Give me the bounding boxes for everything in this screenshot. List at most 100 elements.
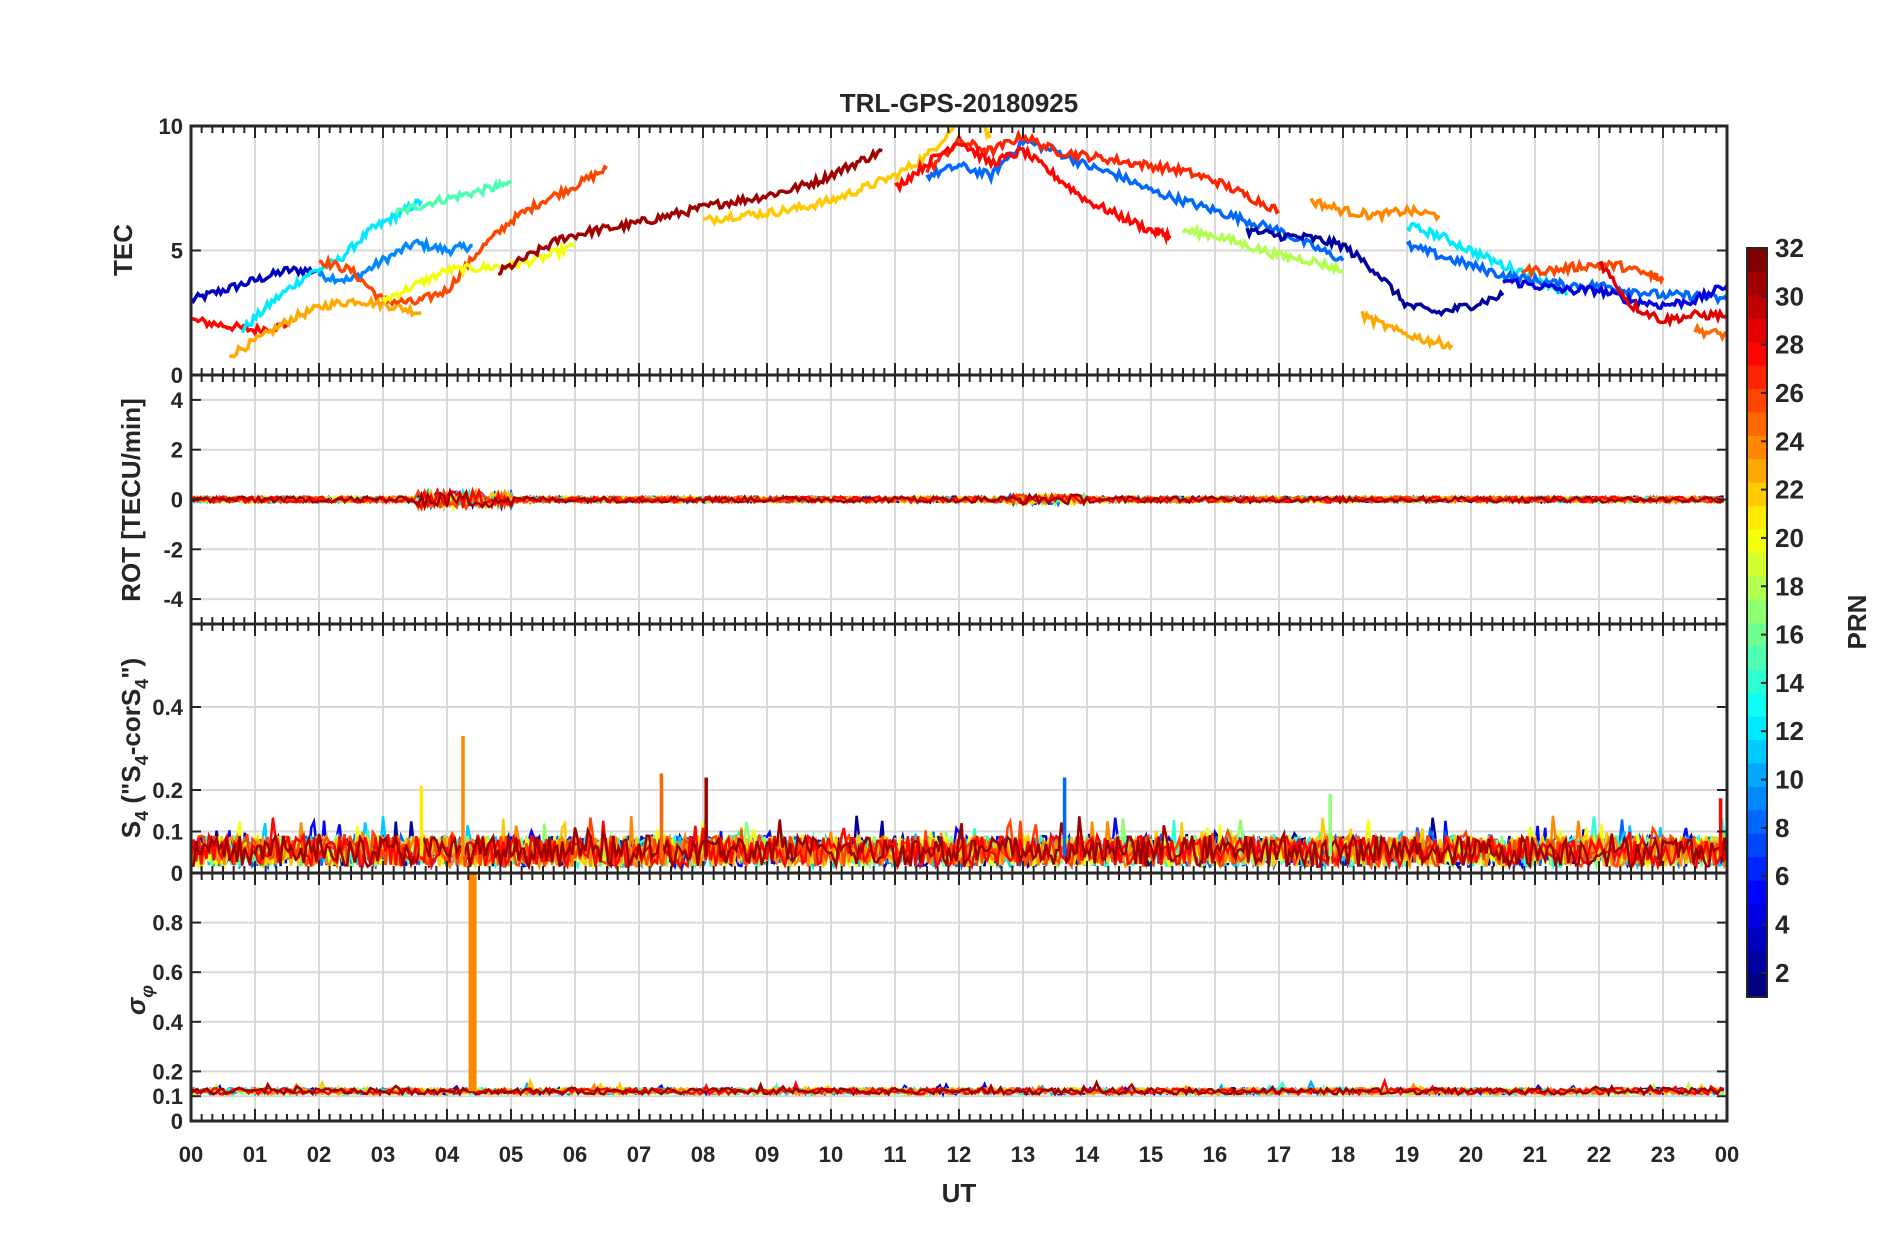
- colorbar-tick-label: 10: [1775, 765, 1804, 795]
- colorbar-tick-label: 16: [1775, 620, 1804, 650]
- tec-line: [240, 198, 423, 334]
- tec-line: [228, 294, 422, 359]
- rot-line: [191, 486, 1725, 512]
- colorbar-band: [1747, 833, 1767, 858]
- y-tick-label: 0.2: [152, 778, 183, 803]
- y-tick-label: 0: [171, 363, 183, 388]
- colorbar-tick-label: 4: [1775, 910, 1790, 940]
- rot-panel: -4 -2 0 2 4 ROT [TECU/min]: [116, 373, 1729, 626]
- colorbar-tick-label: 26: [1775, 378, 1804, 408]
- tec-ylabel: TEC: [108, 224, 138, 276]
- colorbar-tick-label: 32: [1775, 233, 1804, 263]
- s4-ylabel-sub2: 4: [132, 755, 152, 765]
- x-tick-label: 01: [243, 1142, 267, 1167]
- colorbar-label: PRN: [1842, 595, 1872, 650]
- colorbar-frame: [1746, 247, 1768, 998]
- colorbar-band: [1747, 271, 1767, 296]
- colorbar-tick-label: 14: [1775, 668, 1804, 698]
- x-tick-label: 13: [1011, 1142, 1035, 1167]
- rot-series: [191, 486, 1725, 513]
- x-tick-label: 15: [1139, 1142, 1163, 1167]
- colorbar-band: [1747, 950, 1767, 975]
- colorbar-tick-label: 6: [1775, 861, 1789, 891]
- tec-line: [191, 265, 320, 305]
- x-tick-label: 22: [1587, 1142, 1611, 1167]
- x-tick-label: 12: [947, 1142, 971, 1167]
- x-tick-label: 09: [755, 1142, 779, 1167]
- colorbar-tick-label: 22: [1775, 475, 1804, 505]
- colorbar-bands: [1747, 248, 1767, 998]
- x-tick-label: 21: [1523, 1142, 1547, 1167]
- chart-title: TRL-GPS-20180925: [840, 88, 1078, 118]
- colorbar-band: [1747, 575, 1767, 600]
- rot-line: [191, 487, 1725, 512]
- s4-ticks: 0 0.1 0.2 0.4: [152, 624, 1728, 886]
- x-tick-label: 19: [1395, 1142, 1419, 1167]
- colorbar-band: [1747, 599, 1767, 624]
- y-tick-label: 10: [159, 114, 183, 139]
- tec-line: [925, 134, 1345, 263]
- y-tick-label: 0.1: [152, 1084, 183, 1109]
- tec-line: [894, 142, 1172, 246]
- s4-ylabel-main: S: [116, 821, 146, 838]
- colorbar-band: [1747, 435, 1767, 460]
- colorbar-tick-label: 8: [1775, 813, 1789, 843]
- s4-ylabel-end: "): [116, 658, 146, 679]
- x-tick-label: 08: [691, 1142, 715, 1167]
- sigma-phi-series: [191, 873, 1725, 1098]
- x-tick-label: 05: [499, 1142, 523, 1167]
- s4-ylabel-rest2: -corS: [116, 689, 146, 755]
- x-tick-label: 00: [179, 1142, 203, 1167]
- sigma-phi-ylabel-sub: φ: [137, 985, 157, 998]
- colorbar-band: [1747, 973, 1767, 998]
- rot-ylabel: ROT [TECU/min]: [116, 398, 146, 602]
- y-tick-label: -2: [163, 537, 183, 562]
- s4-line: [191, 816, 1727, 871]
- colorbar-band: [1747, 926, 1767, 951]
- colorbar-band: [1747, 365, 1767, 390]
- s4-ylabel-rest: ("S: [116, 765, 146, 811]
- x-tick-label: 23: [1651, 1142, 1675, 1167]
- colorbar-band: [1747, 505, 1767, 530]
- x-tick-label: 17: [1267, 1142, 1291, 1167]
- s4-ylabel-sub3: 4: [132, 679, 152, 689]
- y-tick-label: -4: [163, 587, 183, 612]
- tec-line: [702, 126, 992, 227]
- tec-line: [925, 129, 1280, 215]
- tec-line: [1181, 223, 1344, 276]
- colorbar-band: [1747, 458, 1767, 483]
- y-tick-label: 0.4: [152, 695, 183, 720]
- x-tick-label: 10: [819, 1142, 843, 1167]
- y-tick-label: 0.6: [152, 960, 183, 985]
- colorbar-tick-label: 24: [1775, 426, 1804, 456]
- colorbar-band: [1747, 903, 1767, 928]
- y-tick-label: 0.8: [152, 911, 183, 936]
- s4-panel: 00.10.20.4 S4 ("S4-corS4"): [116, 622, 1729, 886]
- x-axis-label: UT: [942, 1178, 977, 1208]
- sigma-phi-ticks: 00.10.2 0.4 0.6 0.8: [152, 873, 1728, 1134]
- colorbar-band: [1747, 341, 1767, 366]
- y-tick-label: 0.2: [152, 1059, 183, 1084]
- sigma-phi-ylabel-main: σ: [121, 996, 151, 1015]
- colorbar-tick-label: 20: [1775, 523, 1804, 553]
- s4-ylabel: S4 ("S4-corS4"): [116, 658, 152, 838]
- tec-line: [381, 240, 576, 305]
- x-tick-label: 07: [627, 1142, 651, 1167]
- colorbar-band: [1747, 482, 1767, 507]
- s4-ylabel-sub: 4: [132, 811, 152, 821]
- y-tick-label: 0.4: [152, 1010, 183, 1035]
- x-tick-label: 03: [371, 1142, 395, 1167]
- tec-line: [1405, 221, 1569, 297]
- colorbar-band: [1747, 669, 1767, 694]
- tec-series: [191, 126, 1727, 359]
- colorbar-band: [1747, 856, 1767, 881]
- colorbar-band: [1747, 411, 1767, 436]
- colorbar-band: [1747, 739, 1767, 764]
- tec-line: [497, 147, 883, 276]
- x-tick-label: 11: [883, 1142, 906, 1167]
- colorbar-band: [1747, 762, 1767, 787]
- colorbar-band: [1747, 692, 1767, 717]
- tec-line: [1309, 197, 1441, 225]
